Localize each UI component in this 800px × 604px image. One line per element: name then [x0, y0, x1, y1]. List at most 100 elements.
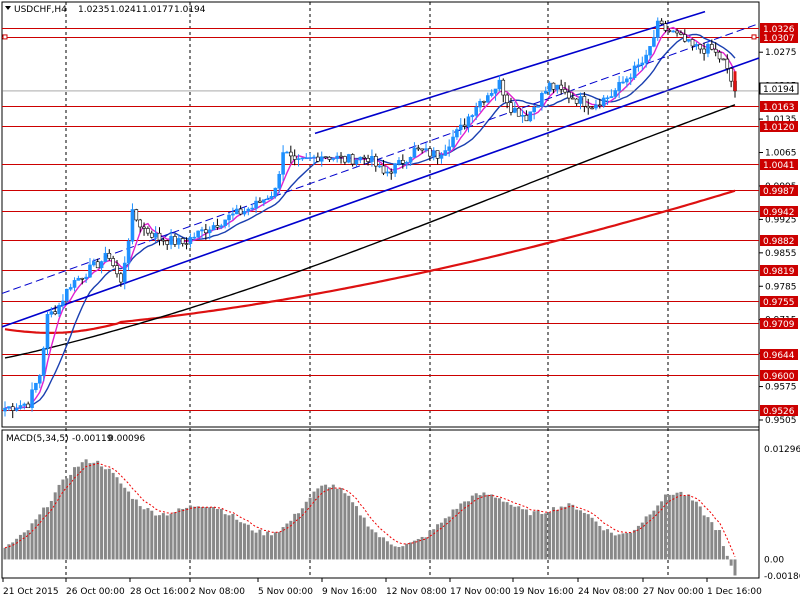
macd-bar — [227, 515, 231, 560]
macd-bar — [285, 523, 289, 560]
candle-body — [710, 44, 714, 50]
macd-bar — [586, 514, 590, 560]
candle-body — [439, 155, 444, 159]
candle-body — [304, 157, 309, 160]
macd-bar — [598, 525, 602, 560]
macd-axis: 0.01296 0.00 -0.00186 — [764, 445, 800, 582]
candle-body — [180, 238, 185, 244]
macd-bar — [80, 462, 84, 560]
candle-body — [316, 156, 320, 162]
macd-bar — [633, 529, 637, 560]
macd-bar — [15, 538, 19, 560]
candle-body — [520, 115, 525, 117]
ohlc-open: 1.0235 — [78, 5, 110, 15]
macd-bar — [532, 511, 536, 560]
macd-bar — [192, 506, 196, 560]
time-tick-label: 24 Nov 08:00 — [578, 587, 639, 597]
macd-bar — [92, 462, 96, 560]
candle-body — [246, 208, 251, 212]
candle-body — [80, 277, 85, 280]
candle-body — [690, 39, 695, 47]
time-axis: 21 Oct 2015 26 Oct 00:00 28 Oct 16:00 2 Nov… — [2, 578, 762, 597]
macd-bar — [212, 506, 216, 560]
candle-body — [312, 156, 316, 159]
candle-body — [582, 96, 587, 107]
channel-lower-line[interactable] — [1, 57, 760, 328]
macd-bar — [509, 504, 513, 560]
macd-bar — [555, 509, 559, 560]
candle-body — [443, 150, 448, 156]
macd-bar — [714, 530, 718, 560]
macd-bar — [358, 515, 362, 560]
time-tick-label: 26 Oct 00:00 — [66, 587, 125, 597]
macd-bar — [297, 513, 301, 560]
candle-body — [346, 154, 351, 163]
candle-body — [578, 96, 583, 104]
ma-fast-line[interactable] — [4, 26, 736, 410]
macd-bar — [385, 541, 389, 560]
macd-bar — [11, 542, 15, 560]
candle-body — [14, 408, 19, 411]
level-badge — [760, 23, 798, 34]
macd-bar — [513, 506, 517, 560]
macd-tick-label: -0.00186 — [764, 572, 800, 582]
macd-bar — [548, 512, 552, 560]
candle-body — [416, 147, 421, 150]
macd-bar — [687, 494, 691, 560]
candle-body — [655, 20, 660, 38]
macd-bar — [312, 491, 316, 560]
macd-bar — [204, 507, 208, 560]
candle-body — [513, 107, 517, 113]
level-badge — [760, 265, 798, 276]
macd-bar — [397, 547, 401, 560]
price-tick-label: 0.9505 — [765, 416, 797, 426]
macd-bar — [451, 509, 455, 560]
ma-long-line[interactable] — [4, 189, 736, 334]
macd-bar — [382, 537, 386, 560]
macd-bar — [289, 520, 293, 560]
ma-slow-line[interactable] — [4, 104, 736, 359]
macd-bar — [405, 543, 409, 560]
candle-body — [455, 129, 459, 138]
level-badge — [760, 206, 798, 217]
macd-bar — [617, 534, 621, 560]
candle-body — [285, 151, 289, 154]
level-handle-right[interactable] — [751, 34, 757, 40]
macd-bar — [134, 499, 138, 560]
candle-body — [698, 44, 703, 50]
candle-body — [667, 30, 672, 32]
candle-body — [231, 213, 235, 216]
level-handle-left[interactable] — [2, 34, 8, 40]
candle-body — [169, 236, 173, 245]
candle-body — [296, 158, 301, 160]
candle-body — [7, 406, 11, 409]
candle-body — [486, 95, 490, 103]
candle-body — [648, 46, 652, 56]
level-badge — [760, 121, 798, 132]
candle-body — [567, 91, 571, 99]
channel-upper-line[interactable] — [314, 10, 706, 135]
vertical-gridlines — [65, 2, 669, 578]
macd-bar — [378, 537, 382, 560]
level-badge-label: 0.9600 — [763, 372, 795, 382]
candle-body — [161, 239, 166, 242]
candle-body — [563, 89, 567, 93]
candle-body — [601, 97, 606, 107]
macd-bar — [231, 513, 235, 560]
candle-body — [482, 100, 486, 103]
candle-body — [103, 252, 108, 262]
symbol-dropdown-icon[interactable] — [5, 6, 11, 10]
candle-body — [493, 88, 498, 94]
horizontal-levels — [2, 28, 759, 411]
candle-body — [420, 148, 424, 151]
macd-bar — [401, 546, 405, 560]
macd-bar — [100, 466, 104, 560]
channel-mid-line[interactable] — [1, 23, 760, 294]
macd-bar — [127, 491, 131, 560]
macd-bar — [107, 468, 111, 560]
macd-signal-path — [4, 462, 736, 557]
macd-bar — [420, 536, 424, 560]
level-badge-label: 0.9942 — [763, 208, 795, 218]
